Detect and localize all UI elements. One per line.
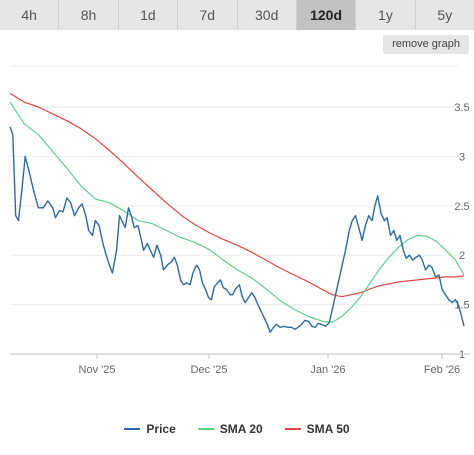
y-tick-label: 2	[459, 250, 465, 262]
price-chart: 1 1.5 2 2.5 3 3.5 Nov '25 Dec '25 Jan '26 Feb '26	[9, 65, 470, 376]
y-tick-label: 1	[459, 349, 465, 361]
legend-swatch-sma20	[197, 428, 214, 430]
y-tick-label: 1.5	[454, 300, 469, 312]
tab-7d[interactable]: 7d	[178, 0, 238, 30]
timeframe-tabs: 4h 8h 1d 7d 30d 120d 1y 5y	[0, 0, 474, 30]
legend-swatch-sma50	[284, 428, 301, 430]
remove-graph-button[interactable]: remove graph	[383, 35, 469, 54]
tab-1d[interactable]: 1d	[118, 0, 179, 30]
tab-4h[interactable]: 4h	[0, 0, 60, 30]
x-tick-label: Dec '25	[191, 364, 228, 376]
chart-legend: Price SMA 20 SMA 50	[0, 420, 474, 438]
tab-5y[interactable]: 5y	[415, 0, 474, 30]
legend-item-price[interactable]: Price	[124, 420, 176, 438]
tab-1y[interactable]: 1y	[356, 0, 416, 30]
x-tick-label: Nov '25	[79, 364, 116, 376]
legend-label: SMA 20	[219, 422, 263, 436]
tab-8h[interactable]: 8h	[59, 0, 119, 30]
legend-swatch-price	[124, 428, 141, 430]
y-tick-label: 3	[459, 151, 465, 163]
legend-item-sma50[interactable]: SMA 50	[284, 420, 350, 438]
series-line-sma20	[9, 101, 465, 323]
series-line-price	[9, 126, 465, 333]
series-line-sma50	[9, 92, 465, 298]
legend-label: SMA 50	[306, 422, 350, 436]
legend-item-sma20[interactable]: SMA 20	[197, 420, 263, 438]
tab-120d[interactable]: 120d	[296, 0, 357, 30]
x-tick-label: Jan '26	[310, 364, 345, 376]
x-tick-label: Feb '26	[424, 364, 460, 376]
y-tick-label: 3.5	[454, 102, 469, 114]
y-tick-label: 2.5	[454, 201, 469, 213]
legend-label: Price	[146, 422, 176, 436]
tab-30d[interactable]: 30d	[237, 0, 297, 30]
